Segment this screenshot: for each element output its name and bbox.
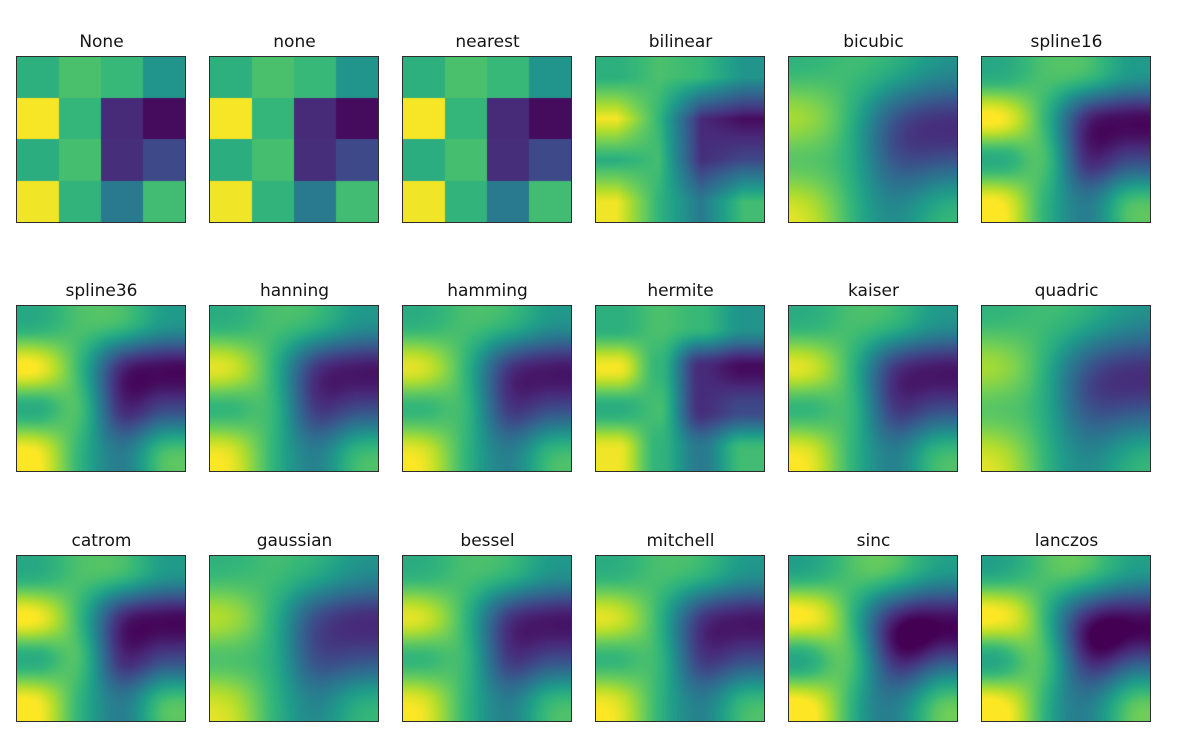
subplot-title: gaussian [256, 531, 333, 551]
subplot-quadric: quadric [981, 279, 1152, 472]
subplot-None: None [16, 30, 187, 223]
subplot-title: hermite [647, 281, 714, 301]
subplot-title: none [273, 32, 316, 52]
subplot-bicubic: bicubic [788, 30, 959, 223]
heatmap-image-catrom [16, 555, 186, 722]
subplot-title: sinc [856, 531, 891, 551]
subplot-mitchell: mitchell [595, 529, 766, 722]
subplot-title: bessel [460, 531, 515, 551]
subplot-spline16: spline16 [981, 30, 1152, 223]
subplot-title: lanczos [1034, 531, 1099, 551]
subplot-title: None [79, 32, 124, 52]
subplot-catrom: catrom [16, 529, 187, 722]
subplot-title: hanning [259, 281, 330, 301]
heatmap-image-nearest [402, 56, 572, 223]
subplot-title: bilinear [648, 32, 713, 52]
subplot-title: quadric [1034, 281, 1099, 301]
subplot-gaussian: gaussian [209, 529, 380, 722]
subplot-title: nearest [455, 32, 520, 52]
subplot-hamming: hamming [402, 279, 573, 472]
heatmap-image-sinc [788, 555, 958, 722]
heatmap-image-gaussian [209, 555, 379, 722]
subplot-title: spline36 [65, 281, 138, 301]
heatmap-image-spline16 [981, 56, 1151, 223]
subplot-hanning: hanning [209, 279, 380, 472]
heatmap-image-none [209, 56, 379, 223]
heatmap-image-kaiser [788, 305, 958, 472]
heatmap-image-spline36 [16, 305, 186, 472]
subplot-none: none [209, 30, 380, 223]
heatmap-image-lanczos [981, 555, 1151, 722]
subplot-title: catrom [71, 531, 132, 551]
subplot-title: bicubic [843, 32, 904, 52]
heatmap-image-bicubic [788, 56, 958, 223]
heatmap-image-bessel [402, 555, 572, 722]
heatmap-image-quadric [981, 305, 1151, 472]
heatmap-image-hamming [402, 305, 572, 472]
subplot-title: spline16 [1030, 32, 1103, 52]
heatmap-image-None [16, 56, 186, 223]
subplot-bessel: bessel [402, 529, 573, 722]
heatmap-image-hermite [595, 305, 765, 472]
subplot-title: kaiser [848, 281, 899, 301]
subplot-sinc: sinc [788, 529, 959, 722]
subplot-spline36: spline36 [16, 279, 187, 472]
subplot-kaiser: kaiser [788, 279, 959, 472]
subplot-title: hamming [447, 281, 528, 301]
heatmap-image-mitchell [595, 555, 765, 722]
subplot-hermite: hermite [595, 279, 766, 472]
subplot-nearest: nearest [402, 30, 573, 223]
heatmap-image-bilinear [595, 56, 765, 223]
subplot-lanczos: lanczos [981, 529, 1152, 722]
subplot-bilinear: bilinear [595, 30, 766, 223]
subplot-title: mitchell [646, 531, 715, 551]
heatmap-image-hanning [209, 305, 379, 472]
